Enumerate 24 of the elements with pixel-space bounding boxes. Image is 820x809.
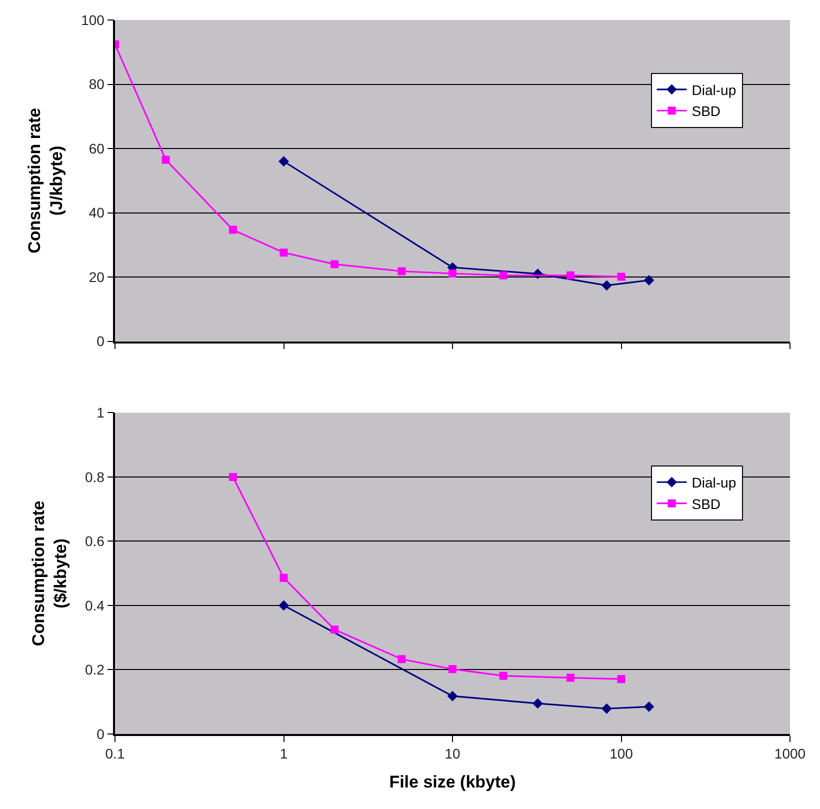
y-tick-label: 40 <box>88 204 105 221</box>
y-axis-title: Consumption rate ($/kbyte) <box>28 500 70 646</box>
y-tick-label: 0 <box>96 726 105 742</box>
y-tick-label: 0.8 <box>84 468 105 485</box>
y-tick-label: 1 <box>96 404 105 421</box>
x-tick-label: 10 <box>444 746 460 762</box>
y-axis-title: Consumption rate (J/kbyte) <box>25 108 66 254</box>
y-tick-label: 0.4 <box>84 597 105 614</box>
y-tick-label: 80 <box>88 76 105 92</box>
y-tick-label: 0.2 <box>84 662 105 678</box>
legend-label: Dial-up <box>692 82 736 98</box>
legend-label: SBD <box>692 496 721 512</box>
x-tick-label: 1 <box>280 746 288 762</box>
y-tick-label: 0 <box>96 333 105 350</box>
x-tick-label: 0.1 <box>105 746 125 762</box>
x-tick-label: 100 <box>610 746 634 762</box>
y-tick-label: 20 <box>88 268 105 285</box>
legend-label: SBD <box>692 103 721 120</box>
legend-label: Dial-up <box>692 474 736 491</box>
x-tick-label: 1000 <box>774 746 806 762</box>
y-tick-label: 100 <box>81 12 105 28</box>
y-tick-label: 60 <box>88 140 105 156</box>
y-tick-label: 0.6 <box>84 533 105 550</box>
x-axis-title: File size (kbyte) <box>389 772 516 792</box>
